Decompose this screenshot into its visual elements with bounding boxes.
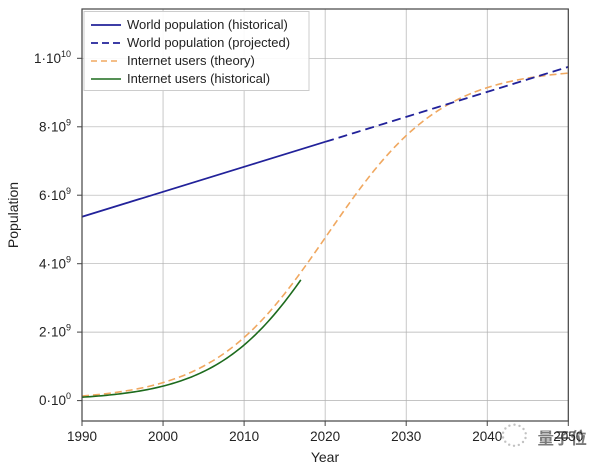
svg-text:2040: 2040 <box>472 429 502 444</box>
svg-text:2050: 2050 <box>553 429 583 444</box>
svg-text:Internet users (theory): Internet users (theory) <box>127 53 255 68</box>
svg-text:World population (historical): World population (historical) <box>127 17 288 32</box>
svg-text:2010: 2010 <box>229 429 259 444</box>
svg-text:Year: Year <box>311 449 340 465</box>
svg-text:Internet users (historical): Internet users (historical) <box>127 71 270 86</box>
svg-text:Population: Population <box>5 182 21 248</box>
svg-text:2020: 2020 <box>310 429 340 444</box>
svg-text:World population (projected): World population (projected) <box>127 35 290 50</box>
svg-text:2000: 2000 <box>148 429 178 444</box>
svg-text:1990: 1990 <box>67 429 97 444</box>
svg-text:2030: 2030 <box>391 429 421 444</box>
